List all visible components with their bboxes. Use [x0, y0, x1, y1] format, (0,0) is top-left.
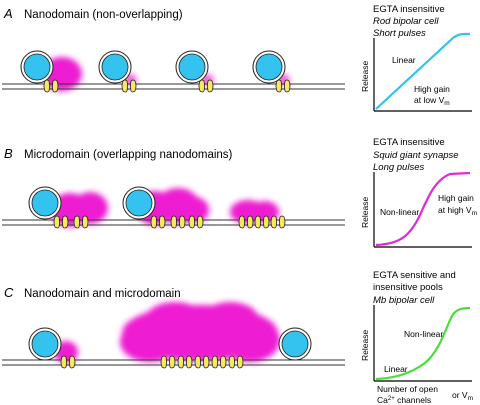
synaptic-vesicle-icon	[252, 50, 286, 84]
calcium-channel-icon	[170, 215, 186, 229]
graph-a-ylabel: Release	[360, 61, 370, 92]
synaptic-vesicle-icon	[28, 327, 62, 361]
graph-a-label-linear: Linear	[392, 55, 416, 65]
graph-b: EGTA insensitive Squid giant synapse Lon…	[360, 137, 477, 248]
graph-a-heading: EGTA insensitive	[373, 4, 445, 15]
graph-a-subtitle-1: Rod bipolar cell	[373, 16, 439, 27]
graph-a-curve	[375, 32, 470, 110]
panel-b: B Microdomain (overlapping nanodomains)	[2, 137, 477, 248]
panel-b-title: Microdomain (overlapping nanodomains)	[24, 149, 233, 161]
calcium-channel-icon	[121, 79, 137, 93]
panel-c: C Nanodomain and microdomain	[2, 270, 473, 405]
calcium-channel-icon	[53, 215, 69, 229]
calcium-channel-icon	[270, 215, 286, 229]
graph-b-label-gain: High gain	[438, 193, 474, 203]
calcium-channel-icon	[238, 215, 254, 229]
calcium-channel-icon	[254, 215, 270, 229]
graph-b-curve	[375, 171, 471, 247]
graph-b-ylabel: Release	[360, 197, 370, 228]
graph-c: EGTA sensitive and insensitive pools Mb …	[360, 270, 473, 405]
x-axis-caption-line-2: Ca2+ channels	[377, 395, 431, 405]
graph-c-heading-1: EGTA sensitive and	[373, 270, 456, 281]
synaptic-vesicle-icon	[28, 186, 62, 220]
panel-a-title: Nanodomain (non-overlapping)	[24, 9, 183, 21]
graph-c-label-linear: Linear	[384, 364, 408, 374]
calcium-channel-icon	[73, 215, 89, 229]
calcium-channel-icon	[275, 79, 291, 93]
x-axis-caption-line-1: Number of open	[377, 384, 438, 394]
graph-a-subtitle-2: Short pulses	[373, 28, 426, 39]
graph-c-subtitle-1: Mb bipolar cell	[373, 295, 435, 306]
graph-b-label-gain-vm: at high Vm	[438, 205, 477, 217]
synaptic-vesicle-icon	[175, 50, 209, 84]
calcium-channel-icon	[43, 79, 59, 93]
calcium-channel-icon	[160, 355, 176, 369]
calcium-channel-icon	[198, 79, 214, 93]
graph-b-subtitle-1: Squid giant synapse	[373, 150, 459, 161]
panel-a: A Nanodomain (non-overlapping)	[2, 4, 472, 112]
graph-c-curve	[375, 306, 471, 381]
synaptic-vesicle-icon	[20, 50, 54, 84]
graph-c-label-nonlinear: Non-linear	[404, 329, 443, 339]
calcium-channel-icon	[211, 355, 227, 369]
calcium-channel-icon	[177, 355, 193, 369]
calcium-channel-icon	[150, 215, 166, 229]
synaptic-vesicle-icon	[278, 327, 312, 361]
graph-c-heading-2: insensitive pools	[373, 282, 443, 293]
synaptic-vesicle-icon	[98, 50, 132, 84]
graph-a-label-gain-vm: at low Vm	[414, 95, 450, 107]
calcium-channel-icon	[60, 355, 76, 369]
graph-b-heading: EGTA insensitive	[373, 137, 445, 148]
graph-b-subtitle-2: Long pulses	[373, 162, 424, 173]
graph-a-label-gain: High gain	[414, 84, 450, 94]
calcium-channel-icon	[194, 355, 210, 369]
panel-c-title: Nanodomain and microdomain	[24, 288, 181, 300]
graph-a: EGTA insensitive Rod bipolar cell Short …	[360, 4, 472, 112]
graph-b-label-nonlinear: Non-linear	[380, 207, 419, 217]
calcium-channel-icon	[188, 215, 204, 229]
panel-c-letter: C	[4, 285, 14, 300]
calcium-channel-icon	[228, 355, 244, 369]
graph-c-ylabel: Release	[360, 330, 370, 361]
calcium-cloud-microdomain	[120, 302, 280, 362]
panel-a-letter: A	[3, 6, 13, 21]
x-axis-caption-or-vm: or Vm	[452, 390, 473, 402]
synaptic-vesicle-icon	[122, 186, 156, 220]
panel-b-letter: B	[4, 146, 13, 161]
